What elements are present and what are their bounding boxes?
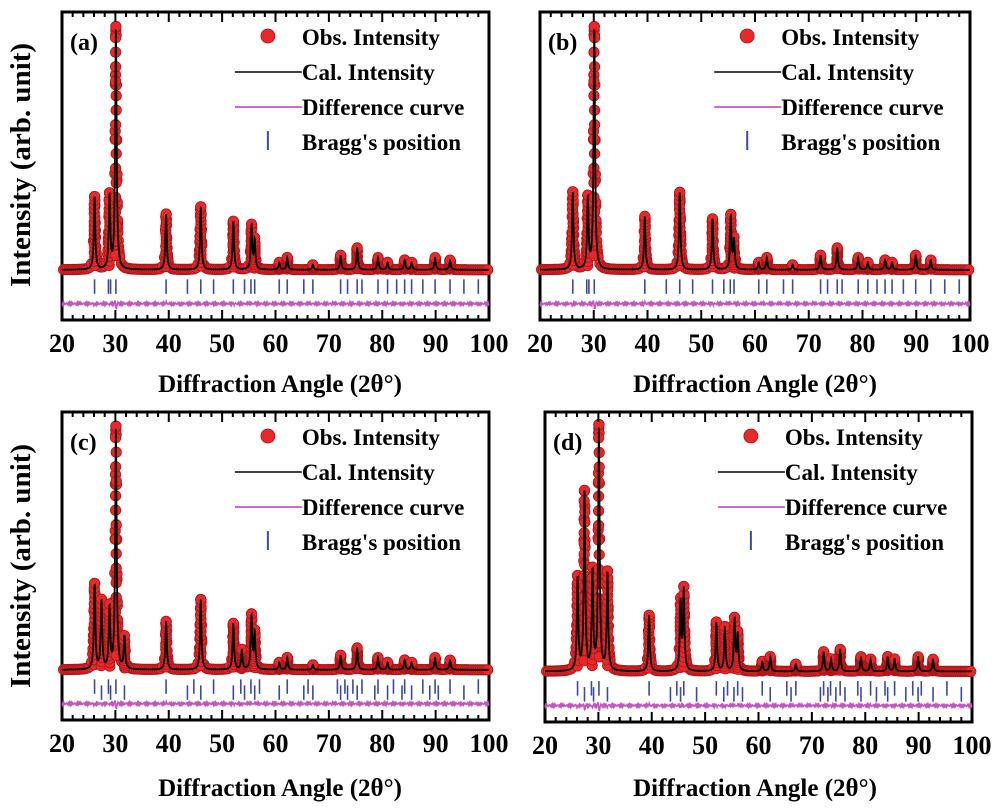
observed-point bbox=[589, 192, 599, 202]
legend-label: Bragg's position bbox=[302, 530, 461, 555]
x-tick-label: 80 bbox=[852, 731, 878, 760]
x-tick-label: 100 bbox=[470, 729, 509, 758]
panel-c-plot: 20 30 40 50 60 70 80 90 100 (c) Obs. Intensity Cal.… bbox=[49, 412, 509, 758]
legend-label: Obs. Intensity bbox=[781, 25, 920, 50]
x-tick-label: 80 bbox=[369, 329, 395, 358]
observed-point bbox=[589, 207, 599, 217]
x-tick-label: 20 bbox=[527, 329, 553, 358]
x-tick-label: 70 bbox=[796, 329, 822, 358]
panel-d-xlabel: Diffraction Angle (2θ°) bbox=[633, 775, 877, 802]
panel-a-plot: 20 30 40 50 60 70 80 90 100 (a) Obs. Intensity Cal.… bbox=[49, 12, 509, 358]
panel-c-xlabel: Diffraction Angle (2θ°) bbox=[158, 775, 402, 802]
panel-b-xlabel: Diffraction Angle (2θ°) bbox=[633, 371, 877, 398]
x-tick-label: 60 bbox=[742, 329, 768, 358]
x-tick-label: 50 bbox=[209, 729, 235, 758]
x-tick-label: 40 bbox=[639, 731, 665, 760]
panel-label: (c) bbox=[70, 430, 97, 456]
x-tick-label: 90 bbox=[423, 729, 449, 758]
x-tick-label: 20 bbox=[49, 329, 75, 358]
x-tick-label: 60 bbox=[263, 329, 289, 358]
x-tick-label: 40 bbox=[156, 329, 182, 358]
x-tick-label: 60 bbox=[746, 731, 772, 760]
legend-symbol-observed bbox=[261, 29, 275, 43]
observed-point bbox=[110, 207, 120, 217]
x-tick-label: 30 bbox=[581, 329, 607, 358]
panel-d: Diffraction Angle (2θ°) 20 30 40 50 60 70 80 90… bbox=[532, 412, 992, 802]
legend-label: Difference curve bbox=[785, 495, 947, 520]
panel-a-ylabel: Intensity (arb. unit) bbox=[5, 43, 37, 287]
legend-label: Difference curve bbox=[302, 495, 464, 520]
x-tick-label: 40 bbox=[156, 729, 182, 758]
panel-a: Intensity (arb. unit) Diffraction Angle … bbox=[5, 12, 509, 398]
legend-label: Bragg's position bbox=[302, 130, 461, 155]
legend-symbol-observed bbox=[261, 429, 275, 443]
difference-curve bbox=[62, 300, 489, 309]
x-tick-label: 90 bbox=[906, 731, 932, 760]
legend-label: Cal. Intensity bbox=[785, 460, 918, 485]
x-tick-label: 70 bbox=[799, 731, 825, 760]
panel-label: (d) bbox=[553, 430, 582, 456]
x-tick-label: 60 bbox=[263, 729, 289, 758]
x-tick-label: 30 bbox=[102, 729, 128, 758]
panel-d-plot: 20 30 40 50 60 70 80 90 100 (d) Obs. Intensity Cal.… bbox=[532, 412, 992, 760]
x-tick-label: 40 bbox=[635, 329, 661, 358]
legend-label: Obs. Intensity bbox=[785, 425, 924, 450]
observed-point bbox=[111, 592, 121, 602]
panel-b: Diffraction Angle (2θ°) 20 30 40 50 60 70 80 90… bbox=[527, 12, 990, 398]
legend-label: Difference curve bbox=[302, 95, 464, 120]
panel-c: Intensity (arb. unit) Diffraction Angle … bbox=[5, 412, 509, 802]
panel-b-plot: 20 30 40 50 60 70 80 90 100 (b) Obs. Intensity Cal.… bbox=[527, 12, 990, 358]
legend-label: Difference curve bbox=[781, 95, 943, 120]
x-tick-label: 90 bbox=[423, 329, 449, 358]
x-tick-label: 20 bbox=[532, 731, 558, 760]
legend-symbol-observed bbox=[740, 29, 754, 43]
x-tick-label: 50 bbox=[692, 731, 718, 760]
legend-label: Cal. Intensity bbox=[302, 60, 435, 85]
observed-point bbox=[110, 607, 120, 617]
x-tick-label: 20 bbox=[49, 729, 75, 758]
panel-a-xlabel: Diffraction Angle (2θ°) bbox=[158, 371, 402, 398]
difference-curve bbox=[545, 702, 972, 711]
x-tick-label: 80 bbox=[850, 329, 876, 358]
x-tick-label: 50 bbox=[209, 329, 235, 358]
legend-label: Obs. Intensity bbox=[302, 25, 441, 50]
x-tick-label: 30 bbox=[102, 329, 128, 358]
x-tick-label: 100 bbox=[470, 329, 509, 358]
x-tick-label: 100 bbox=[953, 731, 992, 760]
legend-label: Bragg's position bbox=[785, 530, 944, 555]
panel-label: (a) bbox=[70, 30, 98, 56]
panel-label: (b) bbox=[548, 30, 577, 56]
observed-point bbox=[589, 221, 599, 231]
legend-symbol-observed bbox=[744, 429, 758, 443]
observed-point bbox=[110, 192, 120, 202]
x-tick-label: 50 bbox=[688, 329, 714, 358]
x-tick-label: 30 bbox=[585, 731, 611, 760]
x-tick-label: 90 bbox=[903, 329, 929, 358]
panel-c-ylabel: Intensity (arb. unit) bbox=[5, 444, 37, 688]
difference-curve bbox=[540, 300, 970, 309]
x-tick-label: 70 bbox=[316, 329, 342, 358]
x-tick-label: 80 bbox=[369, 729, 395, 758]
observed-point bbox=[110, 621, 120, 631]
x-tick-label: 100 bbox=[951, 329, 990, 358]
legend-label: Cal. Intensity bbox=[781, 60, 914, 85]
legend-label: Cal. Intensity bbox=[302, 460, 435, 485]
x-tick-label: 70 bbox=[316, 729, 342, 758]
observed-point bbox=[111, 221, 121, 231]
legend-label: Obs. Intensity bbox=[302, 425, 441, 450]
difference-curve bbox=[62, 700, 489, 709]
legend-label: Bragg's position bbox=[781, 130, 940, 155]
